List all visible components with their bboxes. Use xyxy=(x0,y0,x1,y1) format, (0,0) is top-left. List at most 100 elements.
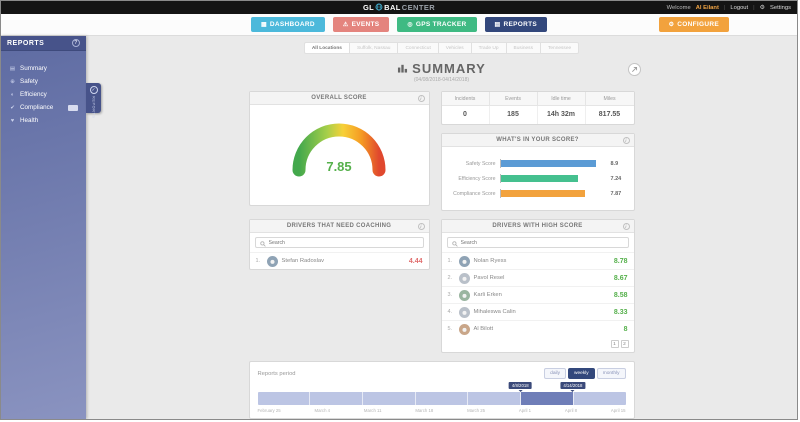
high-score-drivers-card: DRIVERS WITH HIGH SCORE i 1. Nolan Ryess… xyxy=(440,219,635,353)
tab-location-1[interactable]: Suffolk, Nassau xyxy=(349,42,399,54)
sidebar-item-compliance[interactable]: ✔ Compliance xyxy=(1,101,86,114)
week-segment-selected[interactable] xyxy=(521,392,574,405)
shield-icon: ⊕ xyxy=(10,78,15,85)
sidebar-flag[interactable]: ✓ REPORTS xyxy=(86,83,101,119)
nav-configure-label: CONFIGURE xyxy=(677,21,719,28)
dashboard-icon: ▦ xyxy=(260,21,267,28)
settings-link[interactable]: Settings xyxy=(770,4,791,11)
week-segment[interactable] xyxy=(310,392,363,405)
sidebar-item-safety[interactable]: ⊕ Safety xyxy=(1,75,86,88)
safety-score-bar-row: Safety Score 8.9 xyxy=(444,156,628,171)
reports-period-card: Reports period daily weekly monthly 4/8/… xyxy=(248,361,635,419)
driver-score: 8 xyxy=(623,325,628,333)
gauge-icon: ◐ xyxy=(10,91,15,98)
week-segment[interactable] xyxy=(573,392,626,405)
info-icon[interactable]: i xyxy=(417,223,425,230)
high-score-driver-row[interactable]: 5. Al Bilott 8 xyxy=(441,320,634,337)
axis-tick: April 1 xyxy=(518,408,532,413)
range-start-tooltip: 4/8/2018 xyxy=(508,382,532,389)
stat-label-miles: Miles xyxy=(585,92,634,106)
driver-rank: 4. xyxy=(447,309,453,315)
tab-location-5[interactable]: Business xyxy=(506,42,541,54)
period-timeline: 4/8/2018 4/14/2018 February 25 March 4 xyxy=(257,382,626,413)
axis-tick: March 11 xyxy=(363,408,382,413)
nav-gps-tracker-button[interactable]: ◎ GPS TRACKER xyxy=(397,17,477,32)
high-score-driver-row[interactable]: 2. Pavol Resel 8.67 xyxy=(441,269,634,286)
high-score-title: DRIVERS WITH HIGH SCORE xyxy=(492,223,583,229)
week-segment[interactable] xyxy=(362,392,416,405)
username[interactable]: Al Eilant xyxy=(695,4,719,11)
week-segment[interactable] xyxy=(415,392,469,405)
driver-name: Pavol Resel xyxy=(473,275,505,281)
info-icon[interactable]: i xyxy=(622,223,630,230)
reports-period-label: Reports period xyxy=(257,370,296,377)
driver-name: Karli Erken xyxy=(473,292,502,298)
sidebar-item-summary[interactable]: ▤ Summary xyxy=(1,62,86,75)
coaching-drivers-card: DRIVERS THAT NEED COACHING i 1. Stefan R… xyxy=(248,219,430,270)
weekly-button[interactable]: weekly xyxy=(568,368,595,379)
score-gauge: 7.85 xyxy=(250,105,429,205)
driver-score: 8.33 xyxy=(613,308,628,316)
week-segment[interactable] xyxy=(468,392,522,405)
nav-dashboard-button[interactable]: ▦ DASHBOARD xyxy=(250,17,325,32)
tab-location-4[interactable]: Trade Up xyxy=(471,42,507,54)
score-breakdown-title: WHAT'S IN YOUR SCORE? xyxy=(496,137,579,143)
period-granularity-buttons: daily weekly monthly xyxy=(544,368,626,379)
nav-configure-button[interactable]: ⚙ CONFIGURE xyxy=(658,17,729,32)
tab-location-6[interactable]: Tennessee xyxy=(540,42,580,54)
bar-label: Efficiency Score xyxy=(458,175,496,182)
reports-sidebar: REPORTS ? ▤ Summary ⊕ Safety ◐ Efficienc… xyxy=(1,36,101,419)
tab-all-locations[interactable]: All Locations xyxy=(303,42,350,54)
timeline-axis: February 25 March 4 March 11 March 18 Ma… xyxy=(258,408,626,413)
coaching-title: DRIVERS THAT NEED COACHING xyxy=(286,223,392,229)
driver-rank: 5. xyxy=(447,326,453,332)
high-score-search-input[interactable] xyxy=(460,239,624,246)
pagination: 1 2 xyxy=(442,337,634,352)
help-icon[interactable]: ? xyxy=(72,39,80,47)
compliance-badge xyxy=(68,104,78,111)
tab-location-2[interactable]: Connecticut xyxy=(398,42,439,54)
nav-reports-button[interactable]: ▤ REPORTS xyxy=(484,17,548,32)
score-breakdown-card: WHAT'S IN YOUR SCORE? i Safety Score 8.9… xyxy=(440,133,635,211)
driver-rank: 1. xyxy=(255,258,261,264)
right-column: Incidents Events Idle time Miles 0 185 1… xyxy=(440,91,635,211)
tab-location-3[interactable]: Vehicles xyxy=(438,42,472,54)
logout-link[interactable]: Logout xyxy=(730,4,749,11)
export-icon[interactable] xyxy=(627,63,641,76)
driver-name: Stefan Radoslav xyxy=(281,258,325,264)
welcome-label: Welcome xyxy=(666,4,691,11)
bar-track xyxy=(499,174,608,183)
efficiency-score-bar-row: Efficiency Score 7.24 xyxy=(444,171,628,186)
overall-score-header: OVERALL SCORE i xyxy=(249,92,429,105)
sidebar-item-health[interactable]: ♥ Health xyxy=(1,114,86,127)
sidebar-item-label: Health xyxy=(20,117,39,124)
high-score-driver-row[interactable]: 1. Nolan Ryess 8.78 xyxy=(441,252,634,269)
gear-icon[interactable]: ⚙ xyxy=(759,5,766,11)
daily-button[interactable]: daily xyxy=(544,368,567,379)
bar-track xyxy=(499,189,608,198)
page-2-button[interactable]: 2 xyxy=(620,340,629,348)
driver-avatar xyxy=(266,255,278,267)
location-tabs: All Locations Suffolk, Nassau Connecticu… xyxy=(249,42,635,54)
info-icon[interactable]: i xyxy=(417,95,425,102)
sidebar-title: REPORTS xyxy=(7,39,45,47)
monthly-button[interactable]: monthly xyxy=(596,368,626,379)
page-1-button[interactable]: 1 xyxy=(610,340,619,348)
reports-icon: ▤ xyxy=(494,21,501,28)
axis-tick: February 25 xyxy=(257,408,281,413)
info-icon[interactable]: i xyxy=(622,137,630,144)
nav-events-button[interactable]: ⚠ EVENTS xyxy=(332,17,390,32)
high-score-driver-row[interactable]: 3. Karli Erken 8.58 xyxy=(441,286,634,303)
driver-rank: 2. xyxy=(447,275,453,281)
coaching-search-input[interactable] xyxy=(268,239,419,246)
sidebar-item-efficiency[interactable]: ◐ Efficiency xyxy=(1,88,86,101)
axis-tick: March 4 xyxy=(314,408,331,413)
coaching-driver-row[interactable]: 1. Stefan Radoslav 4.44 xyxy=(249,252,429,269)
bar-value: 7.87 xyxy=(610,190,622,197)
high-score-driver-row[interactable]: 4. Mihaleswa Calin 8.33 xyxy=(441,303,634,320)
week-segment[interactable] xyxy=(257,392,311,405)
stat-label-idle-time: Idle time xyxy=(537,92,586,106)
logo-text-right: CENTER xyxy=(401,3,436,12)
flag-icon: ✓ xyxy=(89,86,98,94)
bar-track xyxy=(499,159,608,168)
